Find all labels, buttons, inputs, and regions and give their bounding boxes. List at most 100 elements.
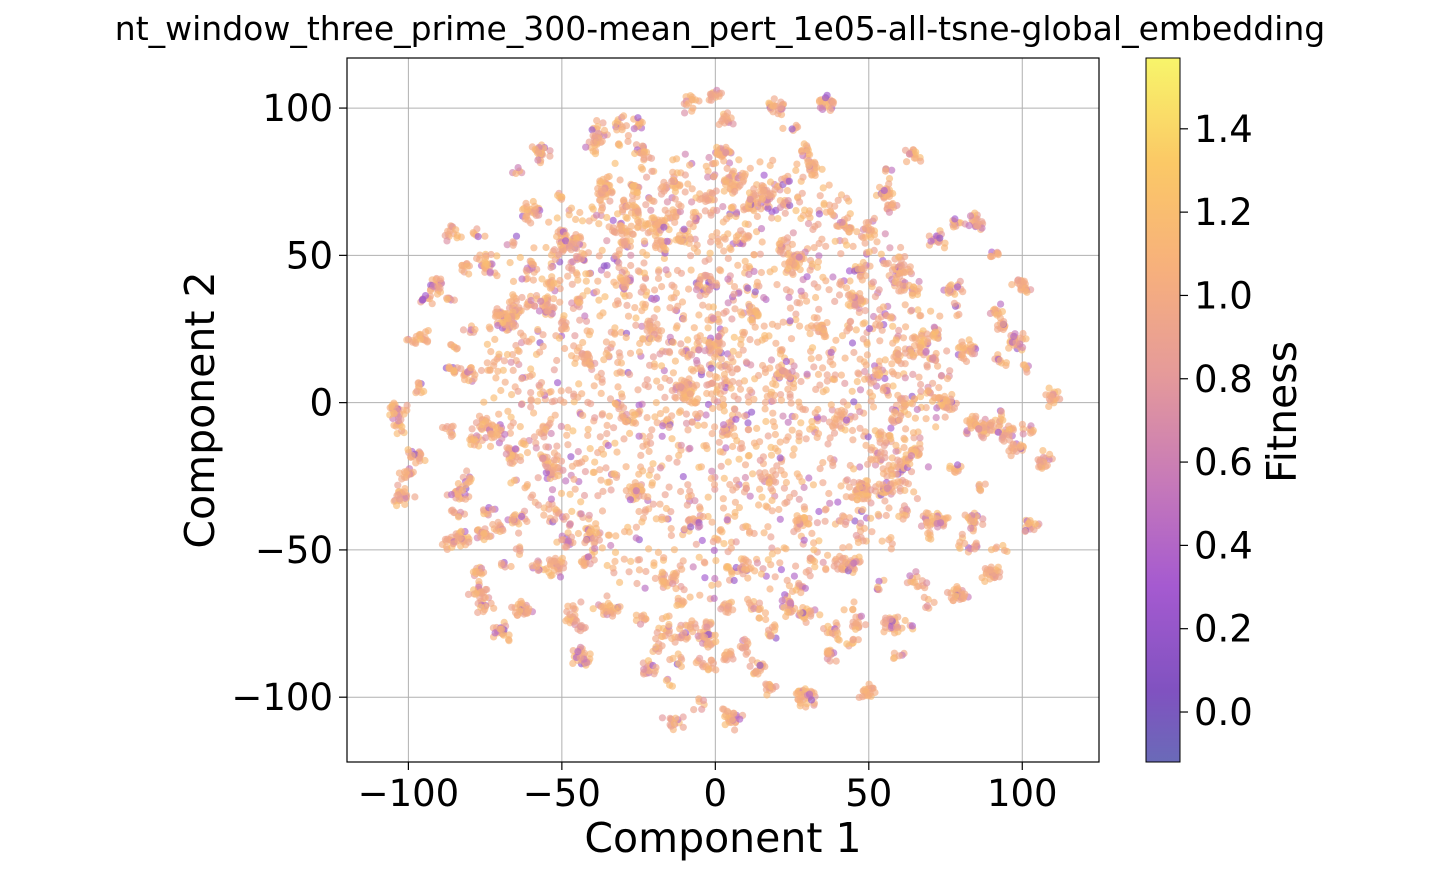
scatter-point-1689 [678, 565, 686, 573]
scatter-point-4255 [705, 286, 714, 294]
scatter-point-1850 [680, 225, 688, 233]
scatter-point-1590 [477, 366, 486, 375]
scatter-point-3088 [447, 432, 455, 441]
scatter-point-752 [791, 413, 799, 421]
scatter-point-3172 [589, 147, 597, 155]
scatter-point-3096 [634, 207, 642, 215]
scatter-point-1716 [892, 409, 900, 417]
scatter-point-958 [869, 403, 878, 411]
scatter-point-3391 [521, 441, 529, 449]
scatter-point-1451 [641, 301, 650, 309]
scatter-point-3502 [412, 339, 420, 347]
scatter-point-1503 [803, 273, 811, 281]
scatter-point-90 [941, 413, 949, 421]
scatter-point-393 [827, 401, 835, 409]
scatter-point-553 [710, 594, 718, 603]
scatter-point-41 [598, 246, 606, 254]
scatter-point-1845 [676, 231, 684, 239]
scatter-point-4695 [842, 416, 851, 424]
scatter-point-1598 [769, 380, 777, 388]
scatter-point-4709 [838, 218, 846, 226]
scatter-point-3695 [498, 625, 506, 633]
scatter-point-2174 [820, 199, 828, 207]
scatter-point-1979 [653, 628, 661, 637]
scatter-point-4044 [632, 419, 640, 427]
scatter-point-1698 [814, 258, 823, 266]
scatter-point-1941 [613, 126, 621, 134]
scatter-point-2378 [895, 281, 904, 289]
scatter-point-697 [769, 156, 777, 164]
scatter-point-2773 [470, 436, 479, 444]
scatter-point-3736 [509, 515, 517, 524]
scatter-point-276 [705, 153, 713, 162]
scatter-point-3716 [492, 311, 500, 320]
scatter-point-1814 [1019, 430, 1027, 438]
scatter-point-1509 [691, 497, 699, 505]
scatter-point-135 [529, 276, 538, 284]
scatter-point-1535 [766, 268, 774, 276]
scatter-point-4580 [793, 516, 801, 525]
scatter-point-4930 [912, 568, 920, 576]
scatter-point-1348 [744, 426, 752, 434]
scatter-point-82 [611, 557, 619, 566]
scatter-point-1454 [811, 409, 819, 417]
scatter-point-794 [518, 275, 526, 283]
scatter-point-63 [711, 423, 719, 431]
scatter-point-4520 [784, 369, 792, 377]
scatter-point-644 [811, 222, 819, 230]
scatter-point-3306 [624, 137, 632, 145]
scatter-point-1341 [579, 411, 587, 419]
scatter-point-1541 [762, 417, 770, 426]
scatter-point-3984 [596, 196, 605, 204]
scatter-point-1267 [670, 546, 679, 554]
scatter-point-1992 [689, 213, 697, 221]
scatter-point-1870 [878, 537, 886, 545]
scatter-point-1456 [526, 372, 534, 380]
scatter-point-2888 [547, 495, 556, 503]
scatter-point-2729 [562, 543, 571, 551]
scatter-point-4186 [681, 171, 690, 179]
scatter-point-942 [823, 371, 831, 379]
scatter-point-1457 [509, 419, 517, 427]
scatter-point-380 [583, 287, 592, 295]
scatter-point-4026 [623, 276, 631, 284]
scatter-point-3846 [543, 463, 552, 471]
scatter-point-1653 [688, 399, 696, 407]
scatter-point-774 [508, 351, 517, 359]
scatter-point-483 [771, 573, 779, 581]
scatter-point-1872 [887, 534, 895, 542]
scatter-point-4212 [686, 390, 694, 398]
scatter-point-332 [690, 324, 698, 332]
scatter-point-4136 [649, 214, 658, 222]
scatter-point-3674 [493, 431, 501, 439]
scatter-point-1649 [746, 386, 754, 394]
scatter-point-1273 [571, 332, 579, 340]
scatter-point-642 [667, 294, 675, 302]
scatter-point-1631 [527, 397, 535, 405]
scatter-point-324 [581, 468, 590, 476]
scatter-point-2207 [479, 608, 487, 616]
scatter-point-546 [607, 486, 615, 494]
scatter-point-3897 [567, 240, 575, 248]
scatter-point-850 [719, 395, 727, 403]
scatter-point-365 [889, 322, 897, 330]
scatter-point-2953 [721, 119, 729, 127]
scatter-point-1663 [719, 401, 727, 409]
scatter-point-766 [626, 370, 634, 378]
scatter-point-984 [799, 173, 807, 181]
scatter-point-3735 [523, 517, 531, 526]
scatter-point-2732 [852, 625, 860, 633]
scatter-point-1438 [913, 405, 921, 414]
scatter-point-1426 [539, 331, 547, 339]
scatter-point-20 [603, 421, 611, 429]
scatter-point-1210 [837, 250, 845, 258]
scatter-point-3888 [573, 244, 581, 253]
scatter-point-2819 [531, 302, 539, 310]
scatter-point-1069 [834, 498, 842, 506]
scatter-point-4162 [679, 723, 687, 731]
scatter-point-5 [661, 491, 669, 499]
scatter-point-3351 [742, 650, 750, 658]
scatter-point-491 [852, 326, 860, 334]
scatter-point-1919 [450, 367, 458, 375]
scatter-point-258 [753, 424, 761, 432]
